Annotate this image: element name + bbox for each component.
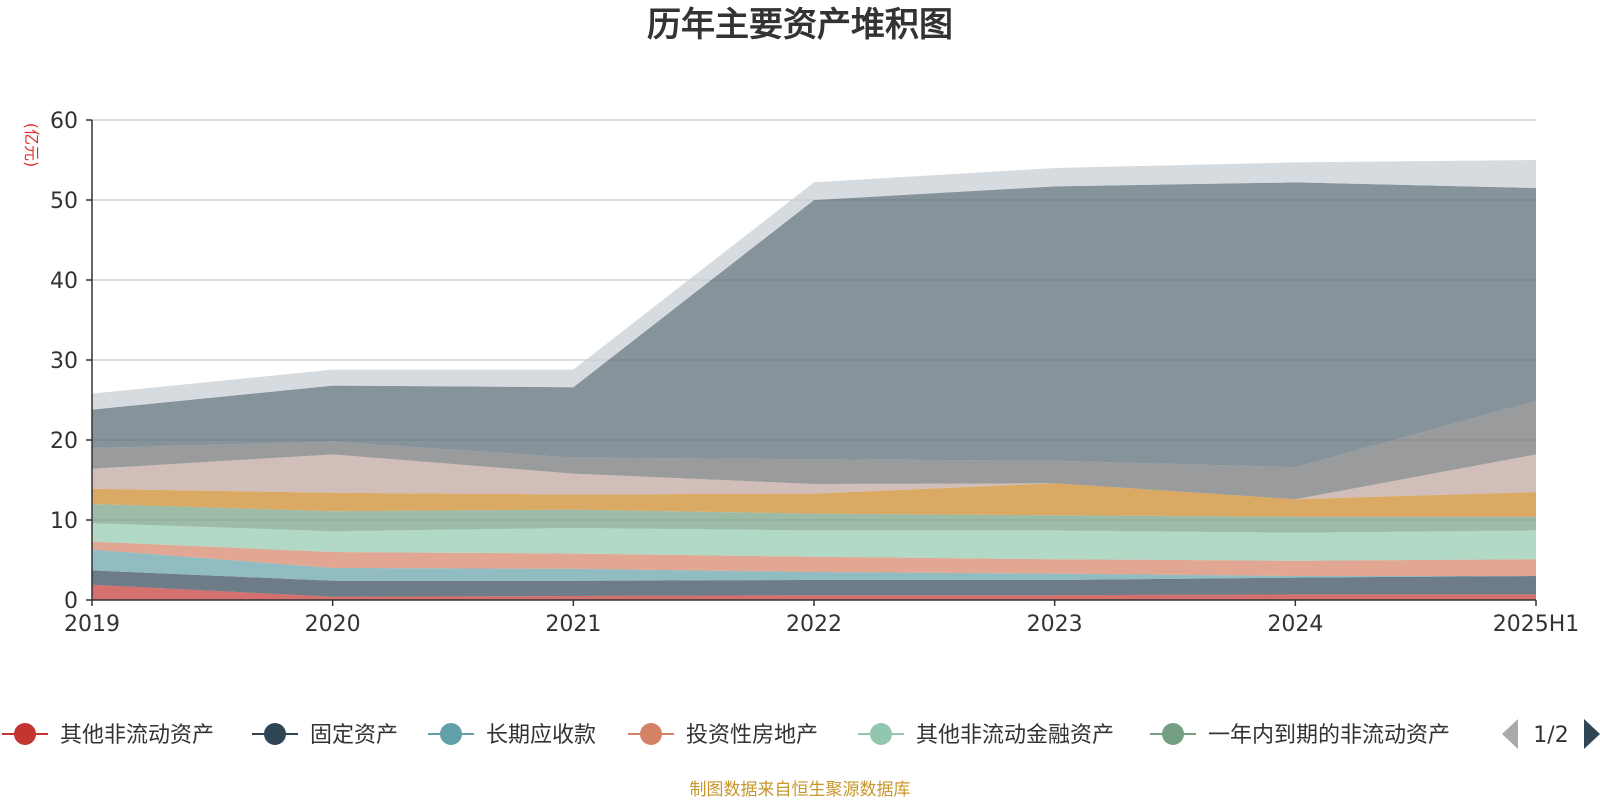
legend-label: 长期应收款 [486, 723, 596, 748]
legend-label: 投资性房地产 [686, 723, 818, 748]
y-tick-label: 60 [50, 109, 78, 134]
area-series-3 [92, 541, 1536, 576]
legend-item-0[interactable]: 其他非流动资产 [2, 723, 214, 748]
legend-item-3[interactable]: 投资性房地产 [628, 723, 818, 748]
x-tick-label: 2025H1 [1493, 612, 1580, 637]
legend-marker [870, 723, 892, 745]
legend-item-5[interactable]: 一年内到期的非流动资产 [1150, 723, 1450, 748]
legend-item-1[interactable]: 固定资产 [252, 723, 398, 748]
x-tick-label: 2022 [786, 612, 842, 637]
area-series-2 [92, 549, 1536, 581]
y-tick-label: 0 [64, 589, 78, 614]
legend-marker [440, 723, 462, 745]
x-tick-label: 2023 [1027, 612, 1083, 637]
y-axis-unit-label: (亿元) [22, 123, 41, 168]
area-series-9 [92, 182, 1536, 468]
y-tick-label: 20 [50, 429, 78, 454]
legend: 其他非流动资产 固定资产 长期应收款 投资性房地产 其他非流动金融资产 一年内到期的非流动… [2, 719, 1600, 749]
legend-label: 其他非流动资产 [60, 723, 214, 748]
area-series-0 [92, 584, 1536, 600]
area-series-8 [92, 400, 1536, 500]
area-series-10 [92, 160, 1536, 410]
area-series-1 [92, 570, 1536, 597]
area-series-7 [92, 454, 1536, 500]
y-tick-label: 10 [50, 509, 78, 534]
x-tick-label: 2020 [305, 612, 361, 637]
y-tick-label: 50 [50, 189, 78, 214]
legend-label: 固定资产 [310, 723, 398, 748]
data-source-note: 制图数据来自恒生聚源数据库 [690, 780, 911, 800]
legend-prev-page-icon[interactable] [1502, 719, 1518, 749]
area-series-4 [92, 523, 1536, 561]
legend-item-4[interactable]: 其他非流动金融资产 [858, 723, 1114, 748]
legend-label: 其他非流动金融资产 [916, 723, 1114, 748]
legend-marker [640, 723, 662, 745]
legend-page-indicator: 1/2 [1533, 723, 1568, 748]
legend-next-page-icon[interactable] [1584, 719, 1600, 749]
legend-item-2[interactable]: 长期应收款 [428, 723, 596, 748]
y-tick-label: 40 [50, 269, 78, 294]
x-tick-label: 2024 [1267, 612, 1323, 637]
chart-title: 历年主要资产堆积图 [647, 5, 953, 45]
area-series-5 [92, 504, 1536, 533]
legend-marker [14, 723, 36, 745]
area-series-layer [92, 160, 1536, 600]
x-tick-label: 2019 [64, 612, 120, 637]
x-tick-label: 2021 [545, 612, 601, 637]
legend-marker [264, 723, 286, 745]
y-tick-label: 30 [50, 349, 78, 374]
axes: 0 10 20 30 40 50 60 2019 2020 2021 2022 2023 2024 202… [50, 109, 1579, 637]
area-series-6 [92, 483, 1536, 517]
legend-marker [1162, 723, 1184, 745]
legend-label: 一年内到期的非流动资产 [1208, 723, 1450, 748]
